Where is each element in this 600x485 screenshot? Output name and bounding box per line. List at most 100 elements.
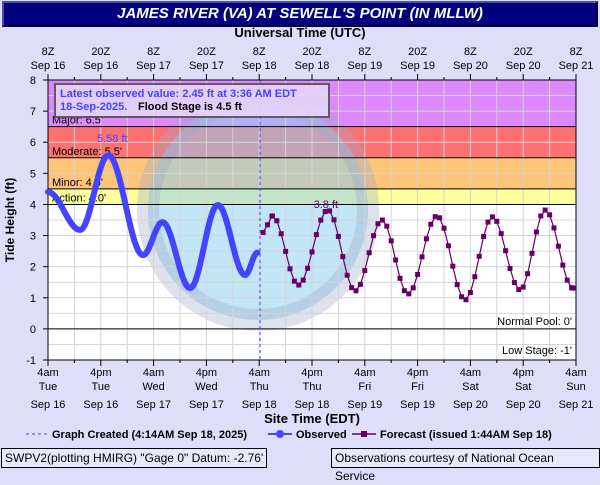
forecast-point <box>388 238 394 244</box>
flood-stage-text: Flood Stage is 4.5 ft <box>138 101 242 113</box>
top-tick-label: 8Z <box>253 46 266 58</box>
top-tick-date: Sep 19 <box>347 60 382 72</box>
legend-forecast-marker <box>361 431 367 437</box>
y-tick-label: 3 <box>30 231 36 243</box>
stage-label: Minor: 4.5' <box>52 177 103 189</box>
top-tick-label: 8Z <box>42 46 55 58</box>
bottom-tick-time: 4am <box>143 367 164 379</box>
forecast-point <box>441 225 447 231</box>
bottom-tick-date: Sep 18 <box>242 399 277 411</box>
forecast-point <box>260 229 266 235</box>
bottom-tick-date: Sep 20 <box>506 399 541 411</box>
forecast-point <box>564 277 570 283</box>
bottom-tick-date: Sep 16 <box>83 399 118 411</box>
forecast-point <box>503 248 509 254</box>
bottom-tick-time: 4am <box>37 367 58 379</box>
bottom-tick-time: 4am <box>460 367 481 379</box>
forecast-point <box>300 277 306 283</box>
forecast-point <box>454 282 460 288</box>
legend-observed-marker <box>276 430 284 438</box>
forecast-point <box>371 233 377 239</box>
top-tick-date: Sep 16 <box>83 60 118 72</box>
forecast-point <box>570 285 576 291</box>
forecast-point <box>529 250 535 256</box>
normal-pool-label: Normal Pool: 0' <box>497 316 572 328</box>
forecast-point <box>340 254 346 260</box>
bottom-tick-date: Sep 18 <box>295 399 330 411</box>
forecast-point <box>362 268 368 274</box>
bottom-tick-time: 4am <box>354 367 375 379</box>
forecast-point <box>265 222 271 228</box>
forecast-point <box>375 221 381 227</box>
forecast-point <box>366 250 372 256</box>
forecast-point <box>538 213 544 219</box>
forecast-point <box>494 218 500 224</box>
top-tick-date: Sep 21 <box>559 60 594 72</box>
forecast-point <box>489 214 495 220</box>
forecast-point <box>560 262 566 268</box>
forecast-point <box>309 249 315 255</box>
forecast-point <box>516 287 522 293</box>
y-axis-label: Tide Height (ft) <box>3 178 17 262</box>
forecast-peak-label: 3.8 ft <box>314 199 338 211</box>
bottom-tick-day: Fri <box>411 381 424 393</box>
forecast-point <box>542 207 548 213</box>
forecast-point <box>283 248 289 254</box>
forecast-point <box>296 282 302 288</box>
bottom-tick-date: Sep 17 <box>136 399 171 411</box>
bottom-tick-day: Sat <box>462 381 479 393</box>
y-tick-label: -1 <box>26 355 36 367</box>
observed-peak-label: 5.58 ft <box>97 133 128 145</box>
tide-chart: Major: 6.5'Moderate: 5.5'Minor: 4.5'Acti… <box>3 25 594 441</box>
top-tick-date: Sep 20 <box>506 60 541 72</box>
forecast-point <box>463 297 469 303</box>
forecast-point <box>445 243 451 249</box>
top-tick-label: 8Z <box>358 46 371 58</box>
y-tick-label: 2 <box>30 262 36 274</box>
forecast-point <box>511 280 517 286</box>
top-tick-label: 8Z <box>570 46 583 58</box>
legend-forecast: Forecast (issued 1:44AM Sep 18) <box>380 429 552 441</box>
forecast-point <box>547 212 553 218</box>
top-tick-label: 20Z <box>408 46 427 58</box>
forecast-point <box>481 233 487 239</box>
forecast-point <box>357 281 363 287</box>
chart-title: JAMES RIVER (VA) AT SEWELL'S POINT (IN M… <box>2 1 598 27</box>
forecast-point <box>485 219 491 225</box>
y-tick-label: 7 <box>30 106 36 118</box>
forecast-point <box>278 231 284 237</box>
top-tick-date: Sep 17 <box>189 60 224 72</box>
y-tick-label: 5 <box>30 168 36 180</box>
top-tick-label: 8Z <box>464 46 477 58</box>
bottom-tick-day: Tue <box>39 381 58 393</box>
top-tick-label: 20Z <box>91 46 110 58</box>
bottom-tick-day: Wed <box>142 381 164 393</box>
legend-created: Graph Created (4:14AM Sep 18, 2025) <box>52 429 247 441</box>
bottom-tick-day: Fri <box>358 381 371 393</box>
bottom-tick-time: 4pm <box>407 367 428 379</box>
forecast-point <box>472 274 478 280</box>
forecast-point <box>476 253 482 259</box>
forecast-point <box>313 232 319 238</box>
forecast-point <box>379 217 385 223</box>
top-tick-date: Sep 19 <box>400 60 435 72</box>
bottom-tick-day: Sun <box>566 381 586 393</box>
top-tick-date: Sep 18 <box>295 60 330 72</box>
y-tick-label: 1 <box>30 293 36 305</box>
latest-observed-text: Latest observed value: 2.45 ft at 3:36 A… <box>60 88 297 100</box>
forecast-point <box>318 217 324 223</box>
forecast-point <box>437 215 443 221</box>
bottom-tick-time: 4pm <box>90 367 111 379</box>
observed-line <box>45 152 261 292</box>
bottom-tick-time: 4am <box>565 367 586 379</box>
forecast-point <box>397 275 403 281</box>
top-tick-label: 8Z <box>147 46 160 58</box>
forecast-point <box>322 209 328 215</box>
bottom-tick-day: Thu <box>303 381 322 393</box>
bottom-tick-day: Sat <box>515 381 532 393</box>
forecast-point <box>349 285 355 291</box>
bottom-tick-day: Tue <box>92 381 111 393</box>
forecast-point <box>419 254 425 260</box>
forecast-point <box>428 221 434 227</box>
top-tick-label: 20Z <box>197 46 216 58</box>
